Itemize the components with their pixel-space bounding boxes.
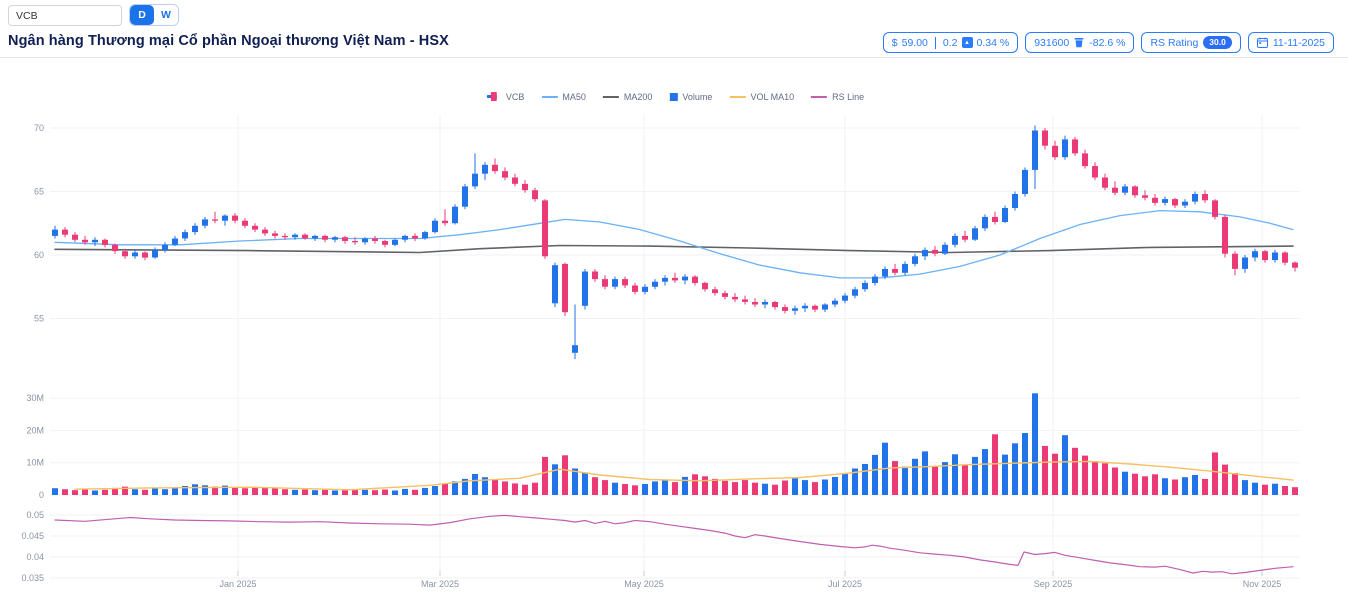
svg-text:Jan 2025: Jan 2025 [219,579,256,589]
dollar-icon: $ [891,36,898,49]
svg-text:55: 55 [34,314,44,324]
legend-ma200[interactable]: MA200 [602,91,653,102]
page-title: Ngân hàng Thương mại Cổ phần Ngoại thươn… [8,33,449,49]
volume-value: 931600 [1034,36,1070,49]
volume-percent: -82.6 % [1089,36,1126,49]
svg-text:0.05: 0.05 [26,510,44,520]
date-value: 11-11-2025 [1272,36,1325,49]
volume-layer [52,393,1298,495]
chart-legend: VCB MA50 MA200 Volume VOL MA10 RS Line [486,91,864,102]
legend-ma200-label: MA200 [623,91,653,102]
volume-bin-icon [1074,38,1084,48]
svg-text:0.035: 0.035 [21,573,44,583]
rs-line-icon [811,95,828,98]
symbol-input[interactable] [8,5,122,26]
change-segment: 0.2 ▲ 0.34 % [934,36,1010,49]
vcb-candle-icon [486,91,501,102]
ma-lines-layer [54,209,1294,279]
change-percent: 0.34 % [976,36,1010,49]
volume-badge[interactable]: 931600 -82.6 % [1025,32,1135,53]
legend-vcb-label: VCB [505,91,525,102]
svg-text:0: 0 [39,490,44,500]
legend-vol-ma10[interactable]: VOL MA10 [729,92,794,102]
header-bar: D W Ngân hàng Thương mại Cổ phần Ngoại t… [0,0,1348,58]
legend-rs-line-label: RS Line [832,91,865,102]
legend-ma50[interactable]: MA50 [541,92,586,102]
header-divider [0,57,1348,58]
grid-layer [50,115,1300,579]
svg-text:65: 65 [34,187,44,197]
svg-text:30M: 30M [26,393,44,403]
legend-vcb[interactable]: VCB [486,91,525,102]
change-value: 0.2 [942,36,958,49]
rs-rating-badge[interactable]: RS Rating 30.0 [1141,32,1241,53]
vol-ma10-line [74,460,1294,491]
x-axis: Jan 2025 Mar 2025 May 2025 Jul 2025 Sep 2025… [219,571,1281,589]
last-price: 59.00 [901,36,928,49]
svg-text:Sep 2025: Sep 2025 [1034,579,1073,589]
ma200-line-icon [602,95,619,98]
interval-weekly-button[interactable]: W [154,5,178,25]
svg-text:May 2025: May 2025 [624,579,664,589]
svg-text:0.04: 0.04 [26,552,44,562]
ma50-line-icon [541,95,558,98]
svg-text:Mar 2025: Mar 2025 [421,579,459,589]
rs-line [54,514,1294,575]
svg-text:60: 60 [34,250,44,260]
stat-badges: $ 59.00 0.2 ▲ 0.34 % 931600 -82.6 % RS R… [882,32,1334,53]
candles-layer [52,125,1298,360]
arrow-up-icon: ▲ [961,37,973,48]
legend-vol-ma10-label: VOL MA10 [750,91,795,102]
svg-text:0.045: 0.045 [21,531,44,541]
svg-text:Nov 2025: Nov 2025 [1243,579,1282,589]
legend-volume-label: Volume [682,91,713,102]
date-badge[interactable]: 11-11-2025 [1247,32,1334,53]
calendar-icon [1256,37,1268,48]
volume-square-icon [669,92,678,101]
svg-text:20M: 20M [26,425,44,435]
svg-text:10M: 10M [26,458,44,468]
interval-daily-button[interactable]: D [130,5,154,25]
legend-rs-line[interactable]: RS Line [811,92,864,102]
rs-rating-value: 30.0 [1203,36,1232,49]
vol-ma10-line-icon [729,95,746,98]
svg-text:70: 70 [34,123,44,133]
price-segment: $ 59.00 [892,37,928,49]
interval-toggle: D W [129,4,179,26]
svg-text:Jul 2025: Jul 2025 [828,579,862,589]
legend-ma50-label: MA50 [562,91,586,102]
legend-volume[interactable]: Volume [669,92,712,102]
y-axis-labels: 70 65 60 55 30M 20M 10M 0 0.05 0.045 0.04 0.035 [21,123,44,583]
price-change-badge[interactable]: $ 59.00 0.2 ▲ 0.34 % [882,32,1019,53]
rs-rating-label: RS Rating [1150,36,1199,49]
